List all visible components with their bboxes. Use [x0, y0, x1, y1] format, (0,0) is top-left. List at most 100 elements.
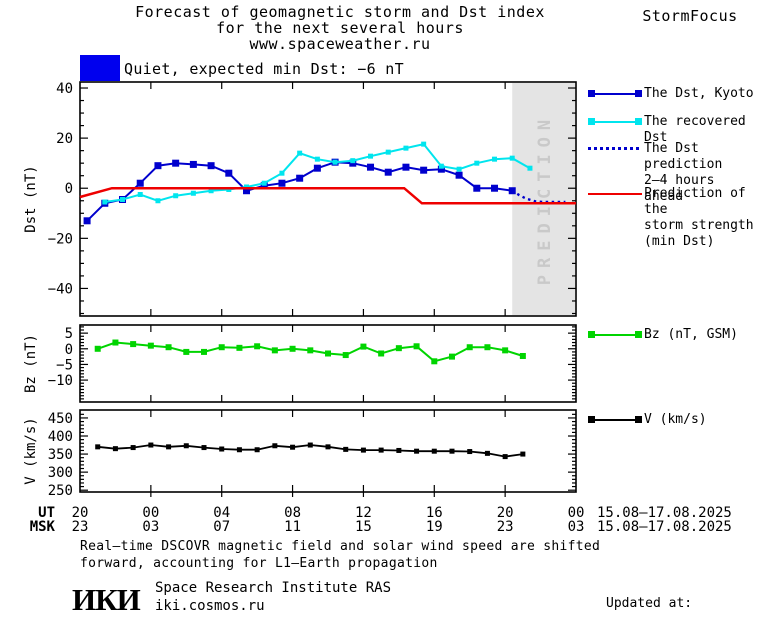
bz-plot: 50−5−10 Bz (nT): [23, 324, 577, 403]
title-line-1: Forecast of geomagnetic storm and Dst in…: [135, 3, 545, 21]
marker-v-km-s: [325, 444, 331, 450]
marker-the-recovered-dst: [421, 141, 427, 147]
v-plot: 450 400 350 300 250 V (km/s): [23, 409, 577, 499]
ut-tick-label: 04: [213, 505, 230, 521]
marker-the-recovered-dst: [120, 197, 126, 203]
bz-ytick-label: −5: [56, 357, 73, 373]
series-the-dst-kyoto: [86, 161, 513, 222]
marker-bz-nt-gsm: [147, 342, 154, 349]
marker-bz-nt-gsm: [378, 350, 385, 357]
legend-label-line: (min Dst): [644, 234, 715, 249]
marker-v-km-s: [343, 446, 349, 452]
legend-item-bz: Bz (nT, GSM): [588, 327, 738, 343]
marker-v-km-s: [95, 444, 101, 450]
marker-the-recovered-dst: [279, 170, 285, 176]
msk-date-range: 15.08–17.08.2025: [597, 519, 732, 535]
dst-plot-border: [79, 81, 577, 317]
marker-bz-nt-gsm: [254, 343, 261, 350]
dst-ytick-label: −40: [48, 281, 73, 297]
note-line-2: forward, accounting for L1–Earth propaga…: [80, 556, 438, 571]
marker-the-dst-kyoto: [402, 163, 410, 171]
dst-kyoto-line-swatch: [588, 86, 642, 101]
marker-v-km-s: [254, 447, 260, 453]
marker-the-recovered-dst: [403, 145, 409, 151]
marker-the-recovered-dst: [261, 180, 267, 186]
marker-the-dst-kyoto: [243, 187, 251, 195]
marker-the-dst-kyoto: [260, 182, 268, 190]
legend-label: V (km/s): [644, 412, 707, 427]
ut-tick-label: 00: [568, 505, 585, 521]
marker-bz-nt-gsm: [466, 344, 473, 351]
ut-tick-label: 08: [284, 505, 301, 521]
marker-v-km-s: [166, 444, 172, 450]
bz-line-swatch: [588, 327, 642, 342]
v-ytick-label: 300: [48, 465, 73, 481]
msk-tick-label: 23: [497, 519, 514, 535]
msk-tick-label: 19: [426, 519, 443, 535]
marker-the-dst-kyoto: [437, 165, 445, 173]
msk-row-label: MSK: [30, 519, 56, 535]
dst-plot: PREDICTION 40 20 0 −20 −40 Dst (nT): [23, 81, 577, 317]
legend-label: The Dst, Kyoto: [644, 86, 754, 101]
storm-strength-line-swatch: [588, 186, 642, 201]
v-ytick-label: 400: [48, 429, 73, 445]
legend-label: The recovered Dst: [644, 114, 746, 145]
marker-the-recovered-dst: [102, 199, 108, 205]
legend-item-dst-prediction: The Dst prediction 2–4 hours ahead: [588, 141, 760, 205]
institute-name: Space Research Institute RAS: [155, 580, 392, 596]
marker-the-recovered-dst: [385, 149, 391, 155]
marker-v-km-s: [112, 446, 118, 452]
v-line-swatch: [588, 412, 642, 427]
marker-the-recovered-dst: [368, 153, 374, 159]
marker-bz-nt-gsm: [502, 347, 509, 354]
marker-the-recovered-dst: [226, 186, 232, 192]
page-title: Forecast of geomagnetic storm and Dst in…: [60, 4, 620, 52]
marker-the-recovered-dst: [155, 198, 161, 204]
prediction-band-label: PREDICTION: [535, 113, 555, 285]
updated-label: Updated at:: [606, 596, 693, 611]
iki-logo: ИКИ: [72, 582, 141, 617]
msk-tick-label: 23: [72, 519, 89, 535]
marker-the-recovered-dst: [492, 156, 498, 162]
marker-bz-nt-gsm: [271, 347, 278, 354]
marker-the-dst-kyoto: [136, 179, 144, 187]
bz-ytick-label: 5: [65, 326, 73, 342]
legend-label: Prediction of the storm strength (min Ds…: [644, 186, 760, 250]
ut-tick-label: 16: [426, 505, 443, 521]
v-ytick-label: 350: [48, 447, 73, 463]
marker-the-dst-kyoto: [296, 174, 304, 182]
title-line-3-site-url: www.spaceweather.ru: [249, 35, 431, 53]
marker-the-dst-kyoto: [473, 184, 481, 192]
marker-v-km-s: [201, 445, 207, 451]
marker-v-km-s: [148, 442, 154, 448]
legend-item-v: V (km/s): [588, 412, 707, 428]
marker-v-km-s: [502, 454, 508, 460]
marker-v-km-s: [467, 449, 473, 455]
ut-tick-label: 20: [497, 505, 514, 521]
legend-label: Bz (nT, GSM): [644, 327, 738, 342]
v-ytick-label: 250: [48, 483, 73, 499]
dst-prediction-dotted-swatch: [588, 141, 642, 156]
marker-v-km-s: [360, 447, 366, 453]
v-ytick-label: 450: [48, 411, 73, 427]
marker-the-dst-kyoto: [313, 164, 321, 172]
marker-v-km-s: [484, 450, 490, 456]
marker-v-km-s: [431, 448, 437, 454]
msk-tick-label: 11: [284, 519, 301, 535]
ut-date-range: 15.08–17.08.2025: [597, 505, 732, 521]
marker-the-dst-kyoto: [83, 217, 91, 225]
dst-ytick-label: 40: [56, 81, 73, 97]
marker-the-dst-kyoto: [384, 168, 392, 176]
marker-bz-nt-gsm: [130, 341, 137, 348]
legend-label-line: Prediction of the: [644, 186, 746, 217]
marker-bz-nt-gsm: [218, 344, 225, 351]
marker-the-recovered-dst: [527, 165, 533, 171]
marker-bz-nt-gsm: [395, 345, 402, 352]
marker-bz-nt-gsm: [307, 347, 314, 354]
institute-block: Space Research Institute RAS iki.cosmos.…: [155, 579, 391, 615]
marker-the-dst-kyoto: [154, 162, 162, 170]
marker-v-km-s: [307, 442, 313, 448]
ut-tick-label: 20: [72, 505, 89, 521]
marker-the-dst-kyoto: [491, 184, 499, 192]
